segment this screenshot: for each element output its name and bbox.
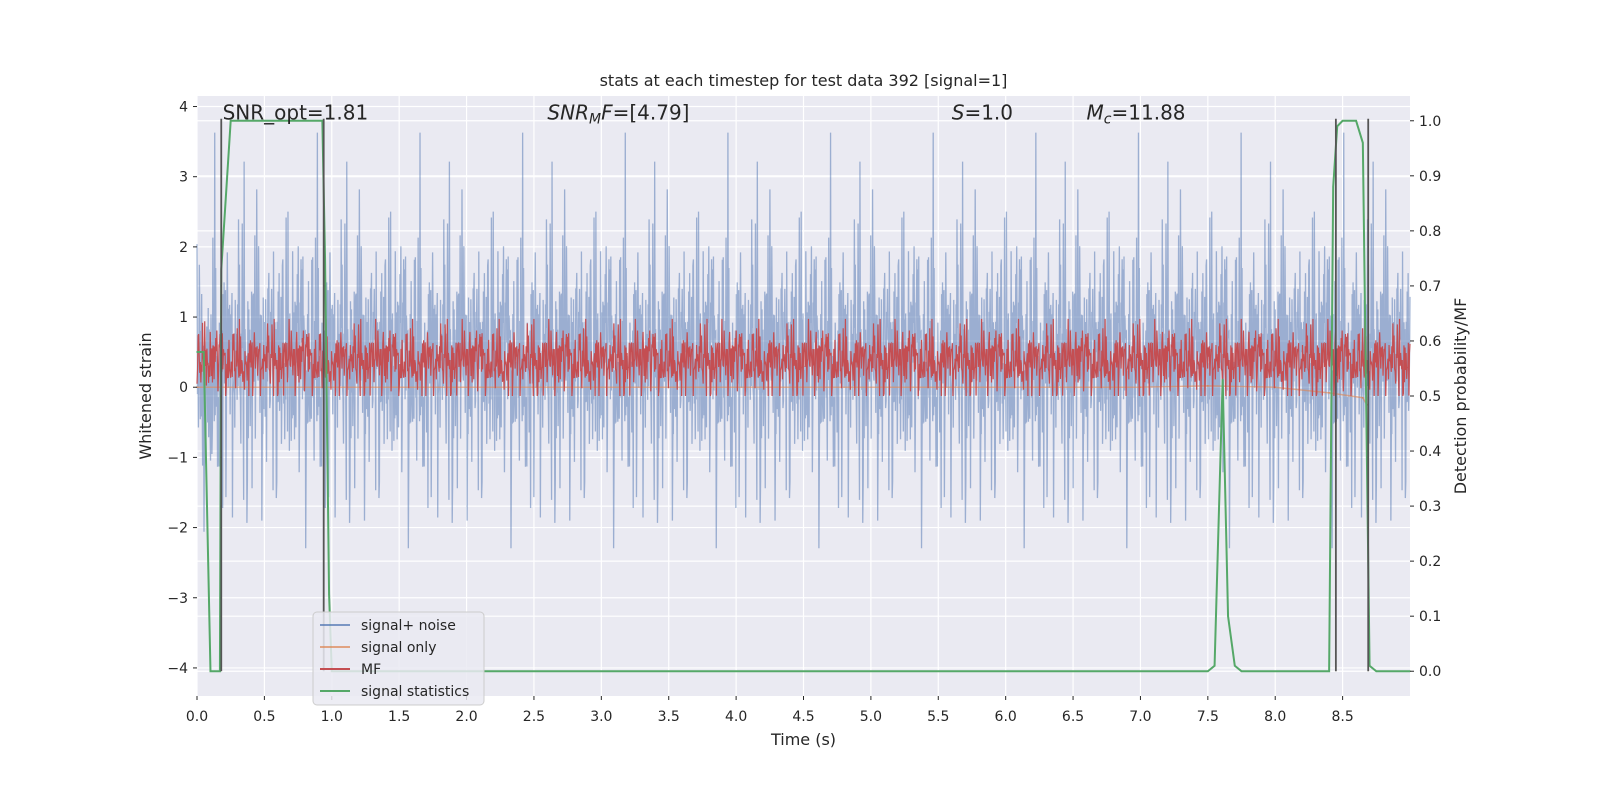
x-tick-label-7: 3.5 xyxy=(658,709,680,725)
y-tick-label-8: −4 xyxy=(167,661,188,677)
y-right-ticks: 1.0 0.9 0.8 0.7 0.6 0.5 0.4 0.3 0.2 0.1 0.0 xyxy=(1410,114,1441,680)
x-tick-label-8: 4.0 xyxy=(725,709,747,725)
y-tick-label-6: −2 xyxy=(167,521,188,537)
point-3-4 xyxy=(219,670,221,673)
legend-box xyxy=(312,611,485,706)
y-right-tick-label-6: 0.4 xyxy=(1419,444,1441,460)
x-tick-label-3: 1.5 xyxy=(388,709,410,725)
point-3-2 xyxy=(209,670,212,673)
point-1-2 xyxy=(1207,385,1209,387)
y-right-tick-label-4: 0.6 xyxy=(1419,334,1441,350)
point-1-1 xyxy=(1139,386,1142,389)
x-tick-label-1: 0.5 xyxy=(253,709,275,725)
y-right-tick-label-1: 0.9 xyxy=(1419,169,1441,185)
point-3-14 xyxy=(1221,378,1224,381)
annotation-1: SNRMF=[4.79] xyxy=(547,101,689,128)
y-tick-label-5: −1 xyxy=(167,450,188,466)
x-tick-label-5: 2.5 xyxy=(523,709,545,725)
point-3-19 xyxy=(1332,186,1334,188)
y-tick-label-1: 3 xyxy=(179,170,188,186)
point-3-9 xyxy=(324,257,326,260)
point-3-18 xyxy=(1328,670,1330,673)
point-3-20 xyxy=(1336,125,1339,128)
point-3-1 xyxy=(202,351,205,353)
annotation-0: SNR_opt=1.81 xyxy=(223,101,369,125)
legend-label-1: signal only xyxy=(361,640,436,656)
x-tick-label-12: 6.0 xyxy=(995,709,1017,725)
point-3-0 xyxy=(196,351,198,353)
point-3-13 xyxy=(1213,664,1216,667)
y-right-tick-label-7: 0.3 xyxy=(1419,499,1441,515)
series-mf xyxy=(196,318,1411,397)
point-3-16 xyxy=(1233,664,1236,667)
y-right-tick-label-3: 0.7 xyxy=(1419,279,1441,295)
x-axis-label: Time (s) xyxy=(770,730,836,749)
point-3-8 xyxy=(321,119,324,122)
x-tick-label-14: 7.0 xyxy=(1129,709,1151,725)
point-3-17 xyxy=(1240,670,1243,673)
x-tick-label-13: 6.5 xyxy=(1062,709,1084,725)
legend: signal+ noise signal only MF signal statist… xyxy=(312,611,485,706)
y-tick-label-3: 1 xyxy=(179,310,188,326)
point-3-22 xyxy=(1355,119,1357,122)
point-3-10 xyxy=(328,593,330,595)
x-tick-label-9: 4.5 xyxy=(792,709,814,725)
point-3-7 xyxy=(263,119,266,122)
y-right-tick-label-9: 0.1 xyxy=(1419,609,1441,625)
x-tick-label-11: 5.5 xyxy=(927,709,949,725)
x-tick-label-4: 2.0 xyxy=(455,709,477,725)
y-right-tick-label-8: 0.2 xyxy=(1419,554,1441,570)
y-tick-label-0: 4 xyxy=(179,100,188,116)
y-tick-label-4: 0 xyxy=(179,380,188,396)
point-1-5 xyxy=(1362,396,1364,399)
x-tick-label-17: 8.5 xyxy=(1331,709,1353,725)
annotation-2: S=1.0 xyxy=(952,101,1013,125)
y-right-tick-label-5: 0.5 xyxy=(1419,389,1441,405)
x-tick-label-2: 1.0 xyxy=(321,709,343,725)
x-tick-label-6: 3.0 xyxy=(590,709,612,725)
y-ticks: 4 3 2 1 0 −1 −2 −3 −4 xyxy=(167,100,197,677)
y-right-tick-label-0: 1.0 xyxy=(1419,114,1441,130)
line-mf xyxy=(196,318,1411,397)
point-3-25 xyxy=(1375,670,1378,673)
point-3-23 xyxy=(1362,141,1364,144)
y-axis-label: Whitened strain xyxy=(136,332,155,459)
y-right-tick-label-2: 0.8 xyxy=(1419,224,1441,240)
y-tick-label-7: −3 xyxy=(167,591,188,607)
y-right-axis-label: Detection probability/MF xyxy=(1451,298,1470,495)
y-right-tick-label-10: 0.0 xyxy=(1419,664,1441,680)
point-3-3 xyxy=(213,670,216,673)
legend-label-0: signal+ noise xyxy=(361,618,456,634)
x-tick-label-15: 7.5 xyxy=(1197,709,1219,725)
vertical-markers xyxy=(220,118,1370,672)
annotation-3: Mc=11.88 xyxy=(1087,101,1186,128)
legend-label-3: signal statistics xyxy=(361,684,469,700)
point-3-24 xyxy=(1368,664,1371,667)
point-3-15 xyxy=(1227,615,1229,617)
x-tick-label-10: 5.0 xyxy=(860,709,882,725)
legend-label-2: MF xyxy=(361,662,381,678)
annotations: SNR_opt=1.81 SNRMF=[4.79] S=1.0 Mc=11.88 xyxy=(223,101,1186,128)
x-tick-label-0: 0.0 xyxy=(186,709,208,725)
point-3-6 xyxy=(229,119,232,122)
x-tick-label-16: 8.0 xyxy=(1264,709,1286,725)
point-3-21 xyxy=(1341,119,1344,122)
chart-title: stats at each timestep for test data 392… xyxy=(600,71,1008,90)
y-tick-label-2: 2 xyxy=(179,240,188,256)
x-ticks: 0.0 0.5 1.0 1.5 2.0 2.5 3.0 3.5 4.0 4.5 5.0 5.5 6.0 6… xyxy=(186,696,1354,725)
point-3-12 xyxy=(1207,670,1209,673)
point-1-4 xyxy=(1328,392,1330,394)
